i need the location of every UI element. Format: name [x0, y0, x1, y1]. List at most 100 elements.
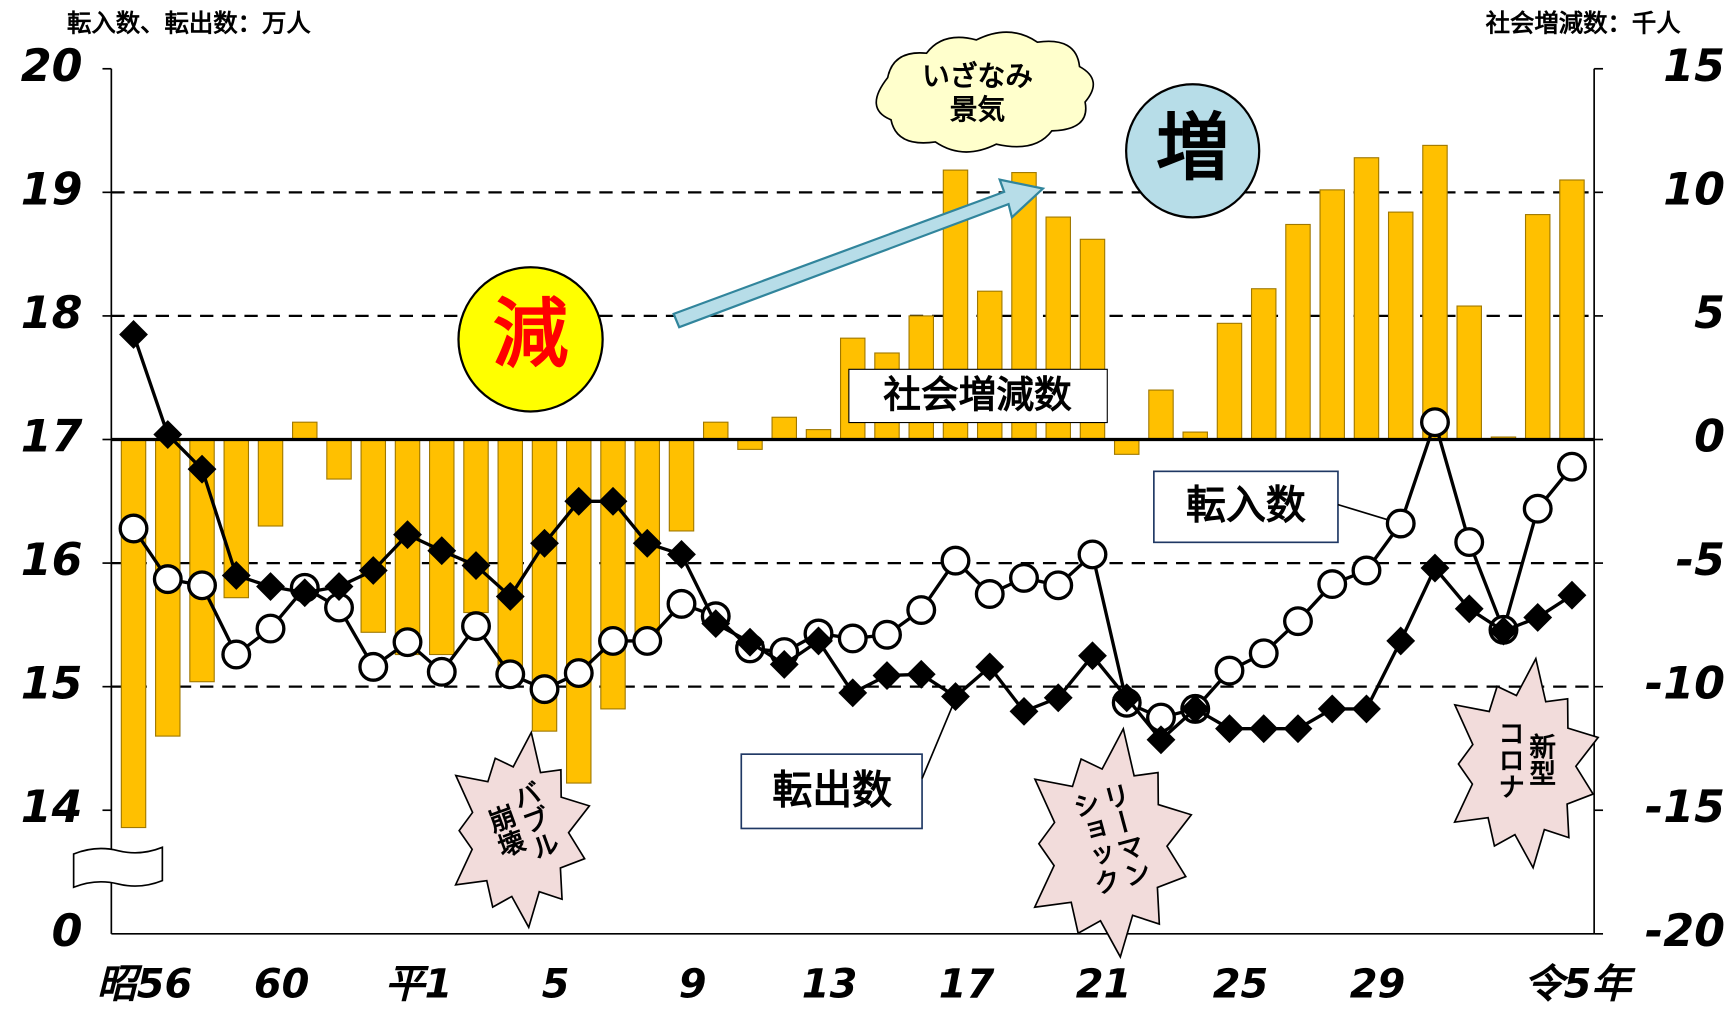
starburst-label: 新型 — [1524, 732, 1555, 786]
marker-circle — [1522, 493, 1553, 524]
marker-circle — [1009, 562, 1039, 593]
marker-circle — [1385, 508, 1416, 539]
marker-circle — [1454, 527, 1485, 558]
y2-tick-label: 10 — [1663, 164, 1725, 215]
y2-tick-label: 15 — [1663, 41, 1725, 92]
increase-badge — [1125, 83, 1261, 219]
marker-circle — [358, 651, 389, 682]
x-tick-label: 昭56 — [97, 962, 192, 1008]
marker-diamond — [495, 582, 525, 611]
bar — [702, 421, 729, 441]
marker-diamond — [1009, 696, 1039, 726]
marker-circle — [1283, 606, 1313, 637]
y2-tick-label: -5 — [1676, 535, 1725, 586]
bar — [463, 438, 489, 614]
y-tick-label: 20 — [21, 41, 83, 92]
y2-tick-label: 0 — [1694, 412, 1725, 463]
bar — [360, 438, 387, 633]
marker-circle — [1351, 555, 1382, 586]
increase-label: 増 — [1156, 106, 1229, 191]
bar — [1422, 144, 1448, 441]
marker-diamond — [1283, 714, 1313, 744]
x-tick-label: 平1 — [385, 962, 453, 1008]
marker-circle — [221, 639, 252, 670]
marker-diamond — [427, 536, 457, 566]
marker-diamond — [1352, 694, 1381, 724]
x-tick-label: 令5年 — [1524, 962, 1637, 1008]
marker-diamond — [1215, 714, 1244, 744]
y-tick-label: 19 — [21, 164, 83, 215]
marker-diamond — [153, 420, 183, 449]
bar — [1285, 223, 1311, 441]
bar — [497, 438, 524, 675]
x-tick-label: 9 — [679, 962, 707, 1008]
marker-diamond — [701, 609, 731, 639]
x-tick-label: 21 — [1076, 962, 1132, 1008]
x-tick-label: 5 — [542, 962, 570, 1008]
marker-diamond — [1112, 683, 1142, 713]
marker-circle — [1556, 451, 1587, 482]
marker-diamond — [667, 540, 696, 569]
marker-diamond — [187, 454, 217, 484]
marker-diamond — [119, 320, 148, 349]
axis-break — [72, 846, 164, 889]
y2-tick-label: -10 — [1645, 659, 1725, 710]
legend-bar-label: 社会増減数 — [883, 373, 1072, 417]
trend-arrow — [672, 178, 1046, 329]
marker-diamond — [1557, 580, 1587, 610]
marker-circle — [1214, 655, 1245, 686]
bar — [1524, 214, 1551, 441]
marker-diamond — [221, 561, 251, 590]
boom-cloud — [875, 31, 1094, 153]
marker-circle — [563, 658, 594, 689]
starburst — [1453, 656, 1600, 870]
bar — [292, 421, 318, 441]
marker-diamond — [1043, 683, 1073, 713]
marker-diamond — [1386, 626, 1416, 656]
right-axis-label: 社会増減数：千人 — [1486, 8, 1682, 37]
bar — [1113, 438, 1140, 455]
x-tick-label: 25 — [1213, 962, 1269, 1008]
marker-circle — [118, 513, 149, 544]
line-layer — [118, 320, 1587, 755]
marker-circle — [872, 619, 902, 650]
bar — [257, 438, 284, 527]
bar — [1250, 288, 1277, 441]
marker-circle — [495, 659, 526, 690]
marker-circle — [461, 611, 491, 642]
marker-diamond — [1249, 714, 1279, 744]
boom-label: 景気 — [950, 93, 1006, 126]
marker-diamond — [906, 659, 936, 689]
legend-in-label: 転入数 — [1186, 482, 1306, 528]
marker-circle — [598, 625, 628, 656]
y2-tick-label: -20 — [1645, 906, 1725, 957]
x-tick-label: 17 — [939, 962, 995, 1008]
marker-diamond — [256, 572, 285, 601]
boom-label: いざなみ — [922, 60, 1033, 93]
marker-circle — [974, 579, 1005, 609]
bar — [1559, 179, 1585, 441]
label-box — [740, 753, 923, 830]
bar — [771, 416, 798, 441]
bar — [1319, 189, 1345, 441]
marker-diamond — [1317, 694, 1347, 724]
y-break-label: 0 — [52, 906, 83, 957]
starburst — [454, 730, 591, 930]
bar — [668, 438, 695, 532]
bar — [1148, 389, 1174, 441]
bar — [600, 438, 626, 710]
x-tick-label: 29 — [1350, 962, 1406, 1008]
marker-circle — [392, 627, 423, 658]
y-tick-label: 15 — [21, 659, 83, 710]
marker-circle — [1043, 570, 1074, 601]
decrease-label: 減 — [493, 290, 568, 378]
decoration-layer — [72, 31, 1595, 889]
bar — [1353, 157, 1380, 441]
marker-diamond — [1420, 553, 1450, 583]
marker-diamond — [1180, 694, 1210, 724]
label-box — [1153, 470, 1339, 544]
marker-diamond — [838, 678, 868, 708]
marker-circle — [837, 623, 868, 654]
